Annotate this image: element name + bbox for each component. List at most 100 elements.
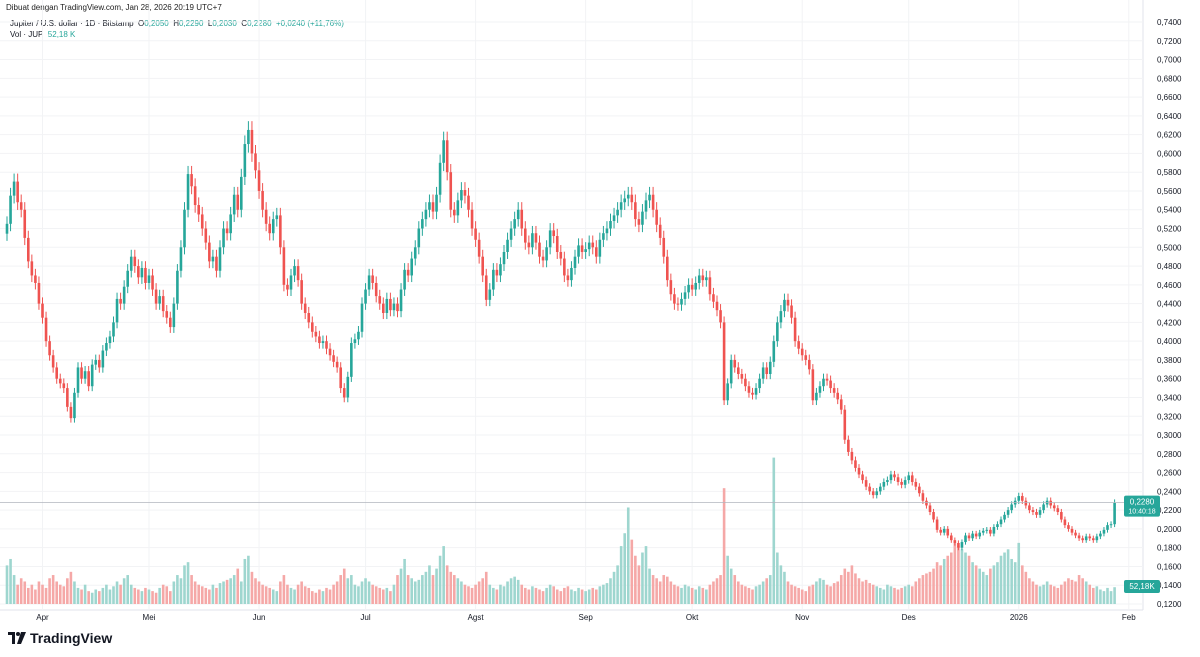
volume-bar	[552, 586, 555, 604]
candle-body	[80, 367, 83, 379]
candle-body	[1074, 532, 1077, 536]
candle-body	[435, 194, 438, 212]
volume-bar	[431, 575, 435, 604]
candle-body	[981, 530, 985, 533]
volume-bar	[44, 587, 48, 604]
candle-body	[563, 258, 566, 276]
volume-bar	[1028, 578, 1031, 604]
volume-bar	[357, 586, 360, 604]
candle-body	[886, 480, 889, 482]
candle-body	[591, 242, 595, 248]
volume-bar	[1049, 584, 1052, 604]
volume-bar	[211, 584, 215, 604]
volume-bar	[232, 575, 236, 604]
volume-bar	[353, 584, 357, 604]
candle-body	[531, 233, 534, 248]
volume-bar	[1003, 552, 1006, 604]
volume-bar	[910, 586, 914, 604]
volume-bar	[51, 575, 55, 604]
candle-body	[786, 299, 790, 306]
candle-body	[733, 359, 737, 368]
candle-body	[474, 228, 477, 240]
volume-bar	[832, 583, 836, 604]
candle-body	[137, 266, 140, 278]
candle-body	[545, 247, 548, 261]
volume-bar	[172, 581, 176, 604]
candle-body	[925, 500, 928, 506]
volume-bar	[254, 578, 257, 604]
candle-body	[559, 251, 563, 259]
volume-bar	[758, 584, 761, 604]
candle-body	[779, 311, 783, 323]
y-tick-label: 0,4200	[1157, 318, 1182, 327]
volume-bar	[779, 565, 783, 604]
candle-body	[200, 214, 204, 229]
candle-body	[413, 247, 417, 259]
candle-body	[534, 233, 538, 243]
candle-body	[555, 236, 559, 252]
candle-body	[208, 242, 211, 262]
candle-body	[442, 140, 445, 163]
volume-bar	[996, 562, 999, 604]
candle-body	[385, 298, 389, 313]
volume-bar	[541, 591, 545, 604]
volume-bar	[573, 591, 577, 604]
candle-body	[918, 486, 921, 494]
volume-bar	[5, 565, 9, 604]
volume-bar	[144, 587, 147, 604]
volume-bar	[733, 575, 737, 604]
candle-body	[236, 194, 240, 210]
price-axis: 0,7400 0,7200 0,7000 0,6800 0,6600 0,6400 0,62…	[1157, 18, 1182, 609]
volume-bar	[424, 571, 428, 604]
candle-body	[967, 535, 971, 539]
candle-body	[27, 237, 30, 262]
x-tick-label: Feb	[1122, 613, 1136, 622]
candle-body	[367, 275, 371, 290]
candle-body	[580, 245, 584, 252]
volume-bar	[1013, 562, 1017, 604]
volume-bar	[9, 558, 12, 604]
volume-bar	[200, 586, 204, 604]
candle-body	[268, 223, 271, 234]
volume-bar	[545, 587, 548, 604]
candle-body	[687, 284, 690, 293]
volume-bar	[1106, 587, 1109, 604]
candle-body	[140, 267, 144, 278]
volume-bar	[69, 571, 73, 604]
candle-body	[34, 275, 37, 283]
y-tick-label: 0,3200	[1157, 412, 1182, 421]
volume-bar	[822, 579, 825, 604]
volume-bar	[474, 584, 477, 604]
volume-bar	[76, 587, 80, 604]
volume-legend: Vol · JUP 52,18 K	[10, 29, 344, 40]
volume-bar	[1070, 579, 1074, 604]
volume-bar	[190, 575, 193, 604]
candle-body	[754, 388, 758, 395]
volume-bar	[641, 552, 644, 604]
tradingview-logo[interactable]: TradingView	[8, 630, 112, 646]
candle-body	[215, 256, 218, 271]
volume-bar	[836, 581, 839, 604]
candle-body	[94, 359, 98, 365]
candle-body	[666, 256, 669, 281]
volume-bar	[808, 586, 811, 604]
volume-bar	[722, 488, 726, 604]
candle-body	[87, 371, 90, 387]
candle-body	[19, 202, 23, 210]
volume-bar	[626, 507, 630, 604]
candle-body	[584, 249, 587, 252]
volume-bar	[506, 581, 509, 604]
x-tick-label: Apr	[36, 613, 49, 622]
candle-body	[247, 129, 250, 145]
volume-bar	[80, 589, 83, 604]
candle-body	[325, 341, 328, 349]
volume-bar	[240, 581, 243, 604]
volume-bar	[183, 565, 186, 604]
volume-label: Vol · JUP	[10, 30, 44, 39]
volume-bar	[935, 562, 939, 604]
volume-bar	[445, 565, 449, 604]
volume-bar	[797, 587, 800, 604]
volume-bar	[360, 581, 364, 604]
candle-body	[598, 239, 602, 257]
